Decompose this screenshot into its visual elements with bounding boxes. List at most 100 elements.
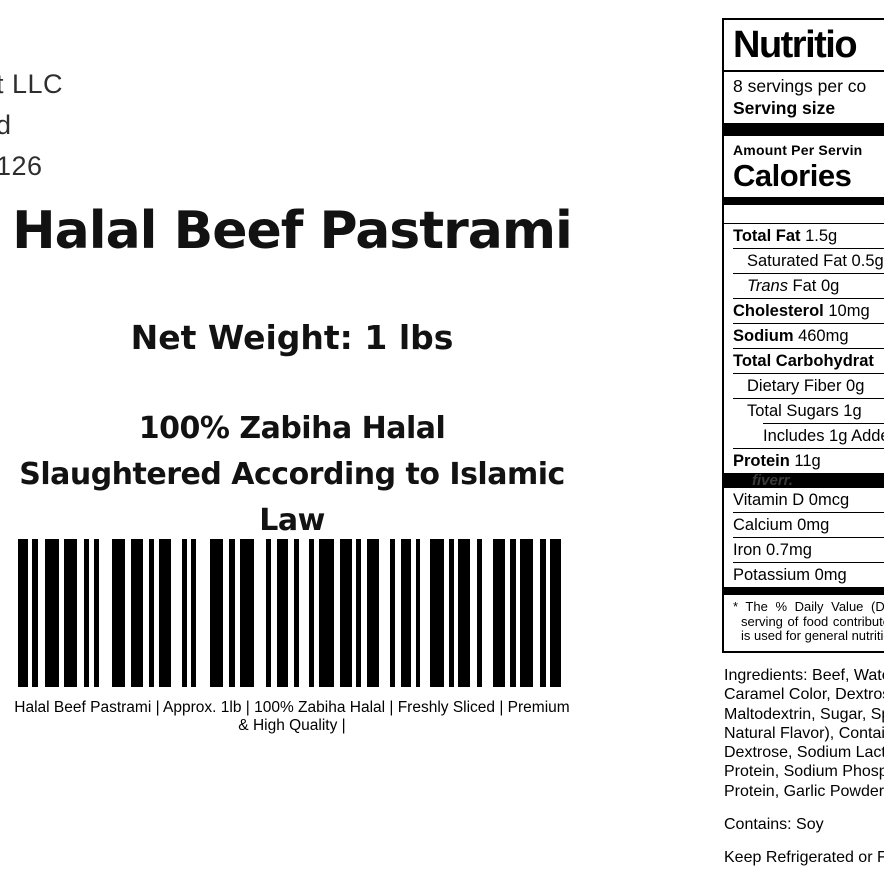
thick-divider bbox=[724, 123, 884, 136]
barcode-gap bbox=[378, 539, 391, 687]
storage-instruction: Keep Refrigerated or F bbox=[724, 849, 884, 867]
barcode-bar bbox=[509, 539, 516, 687]
rule bbox=[724, 223, 884, 224]
nutrient-row: Sodium 460mg bbox=[733, 324, 884, 349]
barcode-bar bbox=[210, 539, 223, 687]
thick-divider: fiverr. fiverr. bbox=[724, 472, 884, 489]
footnote-line: is used for general nutrition a bbox=[741, 628, 884, 643]
barcode-gap bbox=[533, 539, 541, 687]
halal-certification: 100% Zabiha Halal Slaughtered According … bbox=[0, 406, 584, 544]
barcode-gap bbox=[333, 539, 340, 687]
nutrient-row: Total Carbohydrat bbox=[733, 349, 884, 374]
barcode-gap bbox=[288, 539, 294, 687]
barcode-bar bbox=[390, 539, 396, 687]
nutrient-row: Total Sugars 1g bbox=[747, 402, 862, 420]
company-address: t LLC d 126 bbox=[0, 64, 63, 187]
ingredients-line: Caramel Color, Dextros bbox=[724, 686, 884, 704]
barcode-bar bbox=[277, 539, 289, 687]
nutrient-rows: Total Fat 1.5g Saturated Fat 0.5g Trans Fa… bbox=[733, 224, 884, 473]
ingredients-line: Natural Flavor), Contai bbox=[724, 724, 884, 742]
product-title: Halal Beef Pastrami bbox=[12, 201, 573, 261]
barcode-gap bbox=[143, 539, 149, 687]
indented-rule bbox=[763, 423, 884, 424]
barcode-bar bbox=[44, 539, 60, 687]
thick-divider bbox=[724, 587, 884, 595]
address-line: 126 bbox=[0, 151, 43, 181]
address-line: d bbox=[0, 110, 12, 140]
barcode-caption: Halal Beef Pastrami | Approx. 1lb | 100%… bbox=[0, 699, 584, 735]
barcode-gap bbox=[28, 539, 33, 687]
barcode-bar bbox=[339, 539, 353, 687]
barcode-bar bbox=[190, 539, 196, 687]
ingredients-line: Ingredients: Beef, Wate bbox=[724, 667, 884, 684]
barcode-gap bbox=[395, 539, 401, 687]
ingredients-statement: Ingredients: Beef, Wate Caramel Color, De… bbox=[724, 666, 884, 801]
calories-label: Calories bbox=[733, 158, 852, 193]
barcode-gap bbox=[298, 539, 310, 687]
halal-line-1: 100% Zabiha Halal bbox=[138, 411, 446, 446]
barcode-gap bbox=[515, 539, 520, 687]
vitamin-row: Iron 0.7mg bbox=[733, 538, 884, 563]
barcode-bar bbox=[493, 539, 506, 687]
barcode-bar bbox=[519, 539, 534, 687]
barcode-bar bbox=[181, 539, 187, 687]
nutrient-row: Total Fat 1.5g bbox=[733, 224, 884, 249]
barcode-bar bbox=[111, 539, 125, 687]
barcode-gap bbox=[361, 539, 367, 687]
servings-per-container: 8 servings per co bbox=[733, 76, 867, 96]
ingredients-line: Protein, Sodium Phosp bbox=[724, 763, 884, 781]
barcode-bar bbox=[458, 539, 471, 687]
barcode-bar bbox=[540, 539, 546, 687]
barcode-bar bbox=[240, 539, 254, 687]
title-rule bbox=[724, 70, 884, 72]
barcode-gap bbox=[454, 539, 459, 687]
barcode-gap bbox=[186, 539, 191, 687]
net-weight: Net Weight: 1 lbs bbox=[130, 318, 454, 357]
nutrient-row: Dietary Fiber 0g bbox=[733, 374, 884, 399]
barcode-bar bbox=[476, 539, 482, 687]
nutrient-row: Trans Fat 0g bbox=[733, 274, 884, 299]
allergen-statement: Contains: Soy bbox=[724, 816, 824, 834]
vitamin-row: Calcium 0mg bbox=[733, 513, 884, 538]
barcode-bar bbox=[83, 539, 89, 687]
barcode-bar bbox=[94, 539, 100, 687]
barcode-gap bbox=[59, 539, 65, 687]
barcode-gap bbox=[195, 539, 211, 687]
barcode-gap bbox=[171, 539, 182, 687]
barcode-bar bbox=[131, 539, 144, 687]
nutrition-facts-panel: Nutritio 8 servings per co Serving size … bbox=[722, 18, 884, 653]
medium-divider bbox=[724, 197, 884, 205]
barcode-gap bbox=[222, 539, 229, 687]
barcode-gap bbox=[410, 539, 416, 687]
daily-value-footnote: * The % Daily Value (DV) telserving of f… bbox=[733, 599, 884, 644]
vitamin-rows: Vitamin D 0mcg Calcium 0mg Iron 0.7mg Potas… bbox=[733, 488, 884, 587]
barcode bbox=[18, 539, 561, 687]
barcode-gap bbox=[352, 539, 357, 687]
barcode-bar bbox=[549, 539, 561, 687]
footnote-line: serving of food contributes to bbox=[741, 613, 884, 629]
serving-size-label: Serving size bbox=[733, 98, 836, 118]
nutrition-facts-title: Nutritio bbox=[733, 24, 858, 66]
barcode-gap bbox=[481, 539, 494, 687]
ingredients-line: Maltodextrin, Sugar, Sp bbox=[724, 705, 884, 723]
barcode-bar bbox=[18, 539, 29, 687]
barcode-gap bbox=[420, 539, 431, 687]
caption-line: Halal Beef Pastrami | Approx. 1lb | 100%… bbox=[14, 699, 570, 716]
footnote-line: * The % Daily Value (DV) tel bbox=[733, 599, 884, 614]
amount-per-serving-label: Amount Per Servin bbox=[733, 142, 863, 158]
halal-line-2: Slaughtered According to Islamic Law bbox=[19, 457, 565, 538]
barcode-bar bbox=[265, 539, 271, 687]
barcode-gap bbox=[505, 539, 510, 687]
barcode-gap bbox=[88, 539, 95, 687]
barcode-gap bbox=[234, 539, 241, 687]
barcode-bar bbox=[293, 539, 299, 687]
barcode-bar bbox=[158, 539, 172, 687]
barcode-gap bbox=[37, 539, 45, 687]
barcode-bar bbox=[64, 539, 77, 687]
daily-value-row-clipped bbox=[733, 205, 884, 223]
nutrient-row: Protein 11g bbox=[733, 452, 821, 470]
barcode-gap bbox=[470, 539, 477, 687]
watermark-text: fiverr. bbox=[752, 472, 793, 489]
barcode-bar bbox=[309, 539, 315, 687]
barcode-gap bbox=[153, 539, 159, 687]
